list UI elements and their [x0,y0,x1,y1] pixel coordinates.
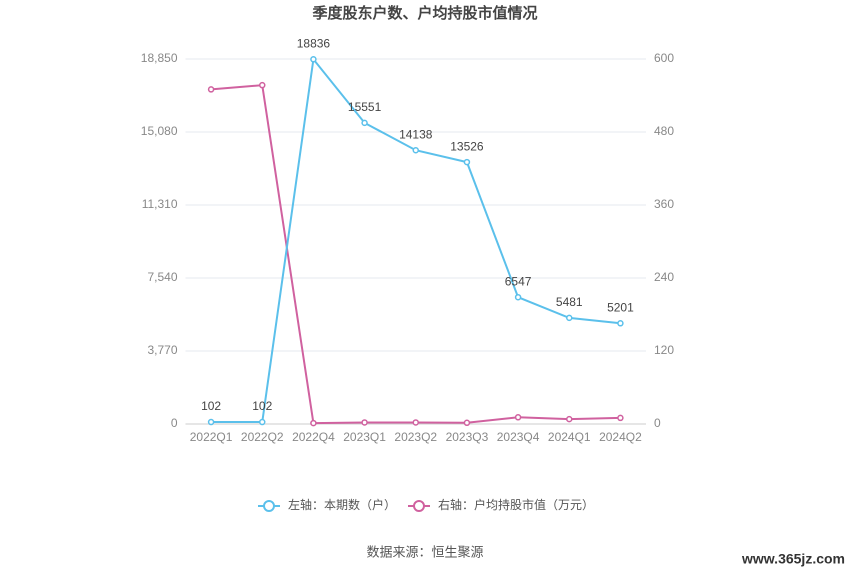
data-point [412,419,419,426]
data-label: 14138 [399,127,433,141]
source: 数据来源：恒生聚源 [366,544,483,559]
data-point [566,415,573,423]
watermark: www.365jz.com [741,551,845,567]
x-tick-label: 2024Q2 [599,430,642,444]
data-label: 5201 [607,300,634,314]
y-tick-label: 3,770 [147,343,177,357]
y2-tick-label: 240 [654,270,674,284]
data-label: 6547 [505,274,532,288]
x-tick-label: 2023Q3 [446,430,489,444]
y2-tick-label: 480 [654,124,674,138]
data-point [259,418,266,426]
x-tick-label: 2023Q2 [394,430,437,444]
legend-label: 右轴：户均持股市值（万元） [438,497,594,512]
y2-tick-label: 360 [654,197,674,211]
legend-label: 左轴：本期数（户） [288,497,396,512]
data-point [310,419,317,427]
data-point [514,293,522,301]
data-point [207,86,215,93]
y2-tick-label: 600 [654,51,674,65]
data-label: 15551 [348,100,382,114]
y-tick-label: 15,080 [141,124,178,138]
data-point [207,418,215,426]
data-point [514,414,522,421]
y-tick-label: 18,850 [141,51,178,65]
y-tick-label: 7,540 [147,270,177,284]
data-label: 102 [252,399,272,413]
x-tick-label: 2022Q1 [190,430,233,444]
x-tick-label: 2022Q4 [292,430,335,444]
data-point [617,414,624,422]
data-point [566,314,573,322]
y-tick-label: 0 [171,416,178,430]
series-line [211,56,621,424]
data-label: 13526 [450,139,484,153]
data-label: 102 [201,399,221,413]
data-point [412,146,419,154]
x-tick-label: 2023Q4 [497,430,540,444]
data-label: 18836 [297,36,331,50]
y2-tick-label: 0 [654,416,661,430]
data-point [361,119,368,127]
y2-tick-label: 120 [654,343,674,357]
data-label: 5481 [556,295,583,309]
x-tick-label: 2022Q2 [241,430,284,444]
legend-marker [413,500,425,512]
chart-title: 季度股东户数、户均持股市值情况 [312,4,537,22]
legend-marker [263,500,275,512]
x-tick-label: 2024Q1 [548,430,591,444]
data-point [361,419,368,426]
x-tick-label: 2023Q1 [343,430,386,444]
data-point [617,320,624,327]
data-point [463,158,471,166]
data-point [259,81,266,89]
data-point [310,56,317,63]
data-point [463,419,471,427]
y-tick-label: 11,310 [142,197,178,211]
